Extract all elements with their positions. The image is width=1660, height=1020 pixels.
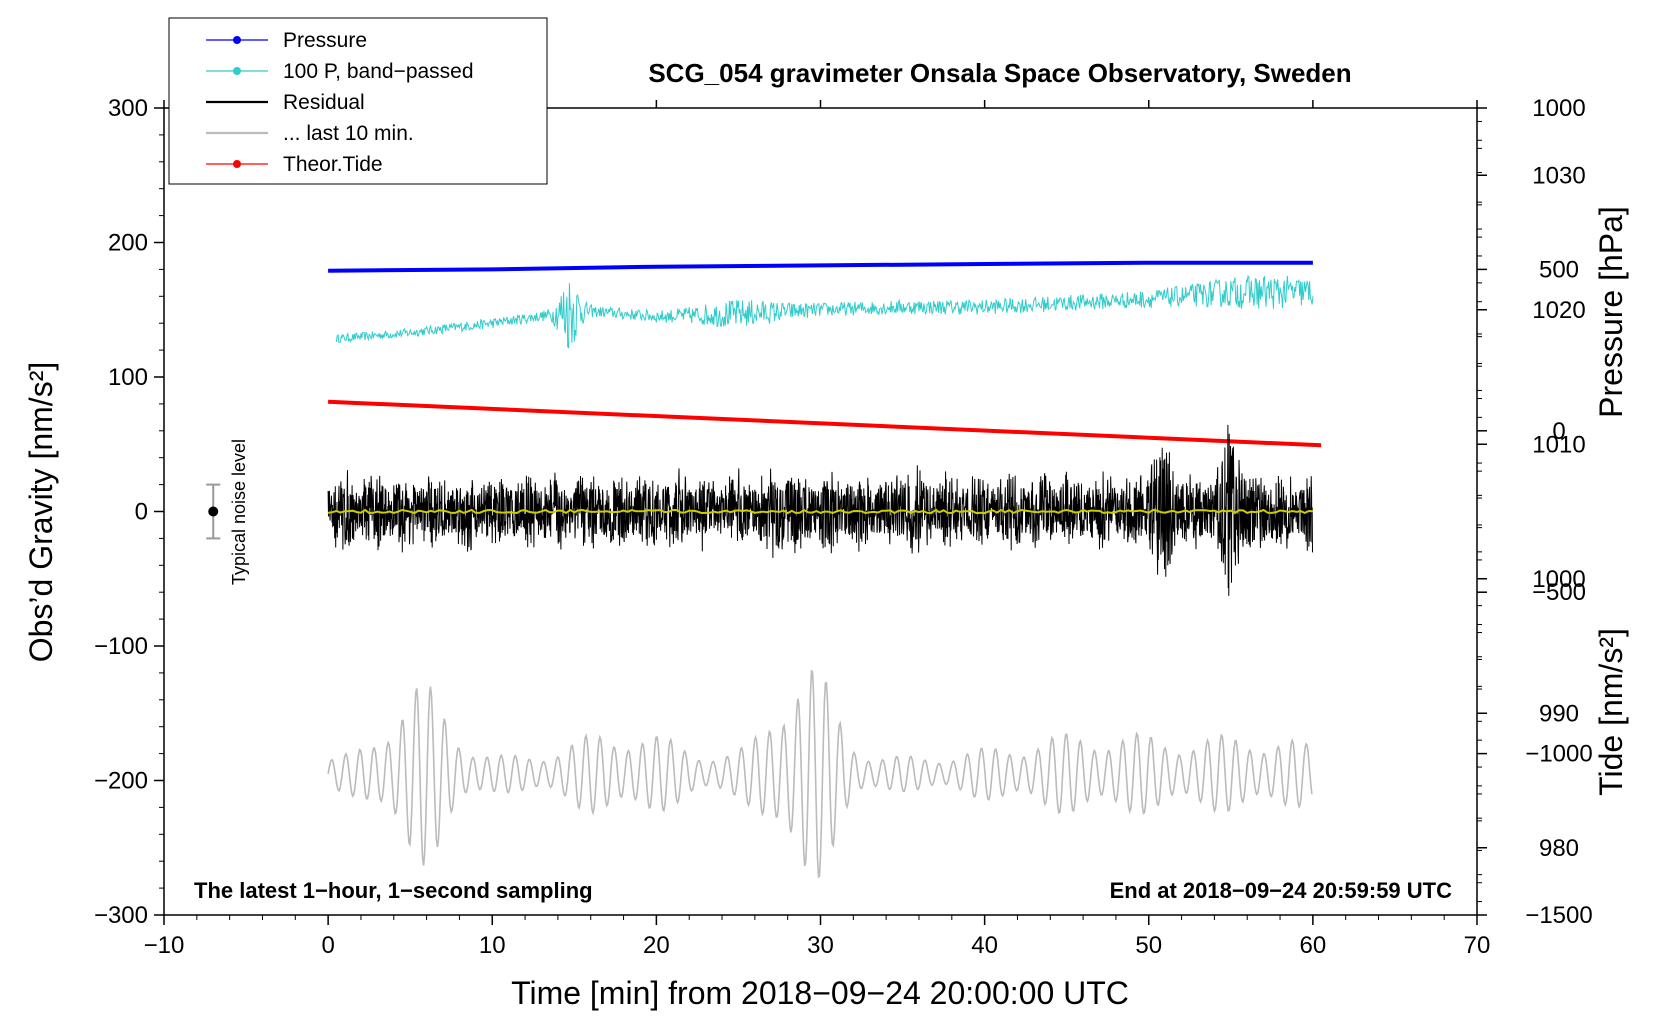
- legend-label: ... last 10 min.: [283, 122, 414, 145]
- series-residual: [327, 424, 1313, 596]
- legend-item: Pressure: [206, 29, 367, 52]
- y-axis-title-left: Obs’d Gravity [nm/s²]: [23, 362, 59, 663]
- y-axis-title-pressure: Pressure [hPa]: [1593, 206, 1629, 418]
- x-axis: −10 0 10 20 30 40 50 60 70: [144, 100, 1491, 959]
- x-tick-label: 70: [1464, 932, 1491, 959]
- legend-marker: [233, 36, 241, 44]
- y-axis-title-tide: Tide [nm/s²]: [1593, 628, 1629, 796]
- y-tick-label: 100: [108, 364, 148, 391]
- series-band-passed-pressure: [335, 274, 1314, 349]
- legend-label: Pressure: [283, 29, 367, 52]
- series-pressure: [328, 260, 1313, 273]
- y-tick-label: −200: [94, 768, 148, 795]
- noise-dot: [208, 506, 219, 517]
- y-axis-tide: −1500 −1000 −500 0 500 1000: [1477, 95, 1593, 929]
- end-time-note: End at 2018−09−24 20:59:59 UTC: [1110, 878, 1453, 903]
- legend-item: 100 P, band−passed: [206, 60, 474, 83]
- y-tick-label: 300: [108, 95, 148, 122]
- x-tick-label: 50: [1135, 932, 1162, 959]
- noise-indicator: Typical noise level: [206, 439, 249, 585]
- noise-label: Typical noise level: [229, 439, 249, 585]
- tide-tick-label: 0: [1552, 418, 1565, 445]
- series-residual-smoothed: [327, 508, 1313, 515]
- tide-tick-label: −1000: [1525, 741, 1592, 768]
- legend-item: ... last 10 min.: [206, 122, 414, 145]
- legend-item: Theor.Tide: [206, 153, 383, 176]
- legend-marker: [233, 160, 241, 168]
- sampling-note: The latest 1−hour, 1−second sampling: [194, 878, 593, 903]
- pressure-tick-label: 1030: [1532, 162, 1585, 189]
- y-axis-left: −300 −200 −100 0 100 200 300: [94, 95, 164, 929]
- x-axis-title: Time [min] from 2018−09−24 20:00:00 UTC: [511, 975, 1129, 1011]
- x-tick-label: 10: [479, 932, 506, 959]
- y-tick-label: −300: [94, 902, 148, 929]
- y-tick-label: 0: [135, 499, 148, 526]
- legend-label: Residual: [283, 91, 365, 114]
- chart-title: SCG_054 gravimeter Onsala Space Observat…: [648, 58, 1351, 88]
- y-tick-label: 200: [108, 230, 148, 257]
- tide-tick-label: 1000: [1532, 95, 1585, 122]
- series-theor-tide: [328, 399, 1322, 448]
- pressure-tick-label: 990: [1539, 700, 1579, 727]
- legend: Pressure 100 P, band−passed Residual ... la…: [168, 17, 548, 185]
- legend-label: Theor.Tide: [283, 153, 383, 176]
- series-layer: [327, 260, 1322, 879]
- x-tick-label: 40: [971, 932, 998, 959]
- legend-item: Residual: [206, 91, 365, 114]
- pressure-tick-label: 1010: [1532, 431, 1585, 458]
- legend-label: 100 P, band−passed: [283, 60, 474, 83]
- pressure-tick-label: 1020: [1532, 297, 1585, 324]
- pressure-tick-label: 980: [1539, 835, 1579, 862]
- y-tick-label: −100: [94, 633, 148, 660]
- x-tick-label: 60: [1300, 932, 1327, 959]
- pressure-tick-label: 1000: [1532, 566, 1585, 593]
- series-last-10-min: [327, 670, 1313, 879]
- tide-tick-label: −1500: [1525, 902, 1592, 929]
- legend-marker: [233, 67, 241, 75]
- tide-tick-label: −500: [1532, 579, 1586, 606]
- y-axis-pressure: 980 990 1000 1010 1020 1030: [1477, 120, 1586, 903]
- tide-tick-label: 500: [1539, 256, 1579, 283]
- x-tick-label: 20: [643, 932, 670, 959]
- x-tick-label: −10: [144, 932, 185, 959]
- x-tick-label: 0: [321, 932, 334, 959]
- x-tick-label: 30: [807, 932, 834, 959]
